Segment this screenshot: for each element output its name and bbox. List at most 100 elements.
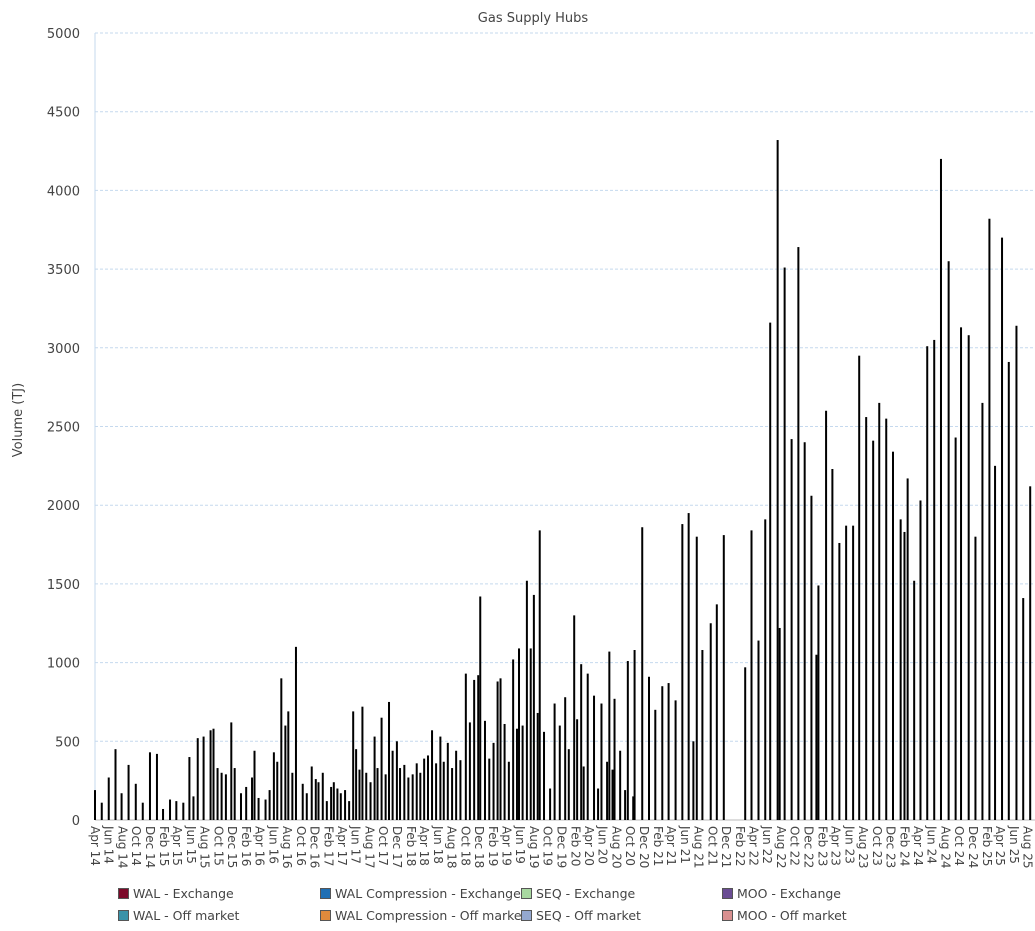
- bar: [284, 725, 287, 820]
- x-tick-label: Apr 14: [88, 826, 102, 866]
- legend-swatch: [521, 910, 532, 921]
- bar: [305, 793, 308, 820]
- bar: [632, 796, 635, 820]
- bar: [395, 741, 398, 820]
- bar: [388, 701, 391, 820]
- legend-item: WAL - Off market: [118, 908, 239, 923]
- x-tick-label: Oct 22: [788, 826, 802, 866]
- bar: [549, 788, 552, 820]
- x-tick-label: Feb 25: [980, 826, 994, 866]
- bar: [764, 519, 767, 820]
- x-tick-label: Oct 14: [129, 826, 143, 866]
- legend-swatch: [722, 888, 733, 899]
- bar: [825, 410, 828, 820]
- bar: [641, 527, 644, 820]
- legend: WAL - Exchange WAL Compression - Exchange…: [0, 884, 1035, 928]
- x-tick-label: Apr 16: [253, 826, 267, 866]
- x-tick-label: Oct 15: [211, 826, 225, 866]
- bar: [391, 750, 394, 820]
- legend-item: SEQ - Exchange: [521, 886, 635, 901]
- legend-item: WAL Compression - Off market: [320, 908, 527, 923]
- bar: [492, 742, 495, 820]
- bar: [499, 678, 502, 820]
- bar: [580, 664, 583, 820]
- bar: [521, 725, 524, 820]
- bar: [654, 709, 657, 820]
- bar: [339, 793, 342, 820]
- bar: [468, 722, 471, 820]
- bar: [667, 683, 670, 820]
- bar: [960, 327, 963, 820]
- bar: [695, 536, 698, 820]
- bar: [661, 686, 664, 820]
- x-tick-label: Apr 18: [417, 826, 431, 866]
- bar: [619, 750, 622, 820]
- x-tick-label: Apr 25: [993, 826, 1007, 866]
- bar: [155, 753, 158, 820]
- bar: [268, 790, 271, 820]
- bar: [479, 596, 482, 820]
- bar: [715, 604, 718, 820]
- bar: [750, 530, 753, 820]
- x-tick-label: Jun 19: [513, 825, 527, 864]
- x-tick-label: Jun 24: [925, 825, 939, 864]
- x-tick-label: Oct 24: [952, 826, 966, 866]
- x-tick-label: Aug 20: [609, 826, 623, 869]
- bar: [831, 468, 834, 820]
- bar: [127, 764, 130, 820]
- bar: [536, 712, 539, 820]
- bar: [100, 802, 103, 820]
- bar: [1015, 325, 1018, 820]
- bar: [175, 801, 178, 820]
- bar: [272, 752, 275, 820]
- x-tick-label: Apr 15: [170, 826, 184, 866]
- legend-swatch: [118, 910, 129, 921]
- bar: [906, 478, 909, 820]
- x-tick-label: Apr 17: [335, 826, 349, 866]
- x-tick-label: Oct 16: [294, 826, 308, 866]
- y-axis-ticks: 0 500 1000 1500 2000 2500 3000 3500 4000 4500 5000: [47, 27, 80, 829]
- bar: [455, 750, 458, 820]
- bar: [783, 267, 786, 820]
- legend-item: WAL - Exchange: [118, 886, 234, 901]
- x-tick-label: Dec 15: [225, 826, 239, 868]
- bar: [411, 774, 414, 820]
- bar: [926, 346, 929, 820]
- bar: [564, 697, 567, 820]
- legend-item: WAL Compression - Exchange: [320, 886, 521, 901]
- bar: [858, 355, 861, 820]
- bar: [778, 627, 781, 820]
- bar: [291, 772, 294, 820]
- bar: [134, 783, 137, 820]
- x-tick-label: Feb 15: [157, 826, 171, 866]
- bar: [332, 782, 335, 820]
- bar: [287, 711, 290, 820]
- x-tick-label: Dec 24: [966, 826, 980, 868]
- x-tick-label: Feb 20: [568, 826, 582, 866]
- bar: [148, 752, 151, 820]
- bar: [431, 730, 434, 820]
- bar: [573, 615, 576, 820]
- x-tick-label: Aug 22: [774, 826, 788, 869]
- bar: [852, 525, 855, 820]
- bar: [239, 793, 242, 820]
- bar: [280, 678, 283, 820]
- bar: [974, 536, 977, 820]
- x-tick-label: Feb 24: [897, 826, 911, 866]
- x-tick-label: Apr 22: [746, 826, 760, 866]
- y-tick-label: 4000: [47, 184, 80, 199]
- y-tick-label: 2500: [47, 421, 80, 436]
- x-tick-label: Oct 23: [870, 826, 884, 866]
- legend-label: WAL Compression - Exchange: [335, 886, 521, 901]
- x-tick-label: Dec 21: [719, 826, 733, 868]
- bar: [981, 402, 984, 820]
- y-tick-label: 1500: [47, 578, 80, 593]
- bar: [426, 755, 429, 820]
- bar: [606, 761, 609, 820]
- bar: [692, 741, 695, 820]
- bar: [182, 802, 185, 820]
- bar-chart: Gas Supply Hubs Volume (TJ) 0 500 1000 1500…: [11, 11, 1035, 869]
- bar: [330, 786, 333, 820]
- bar: [384, 774, 387, 820]
- bar: [230, 722, 233, 820]
